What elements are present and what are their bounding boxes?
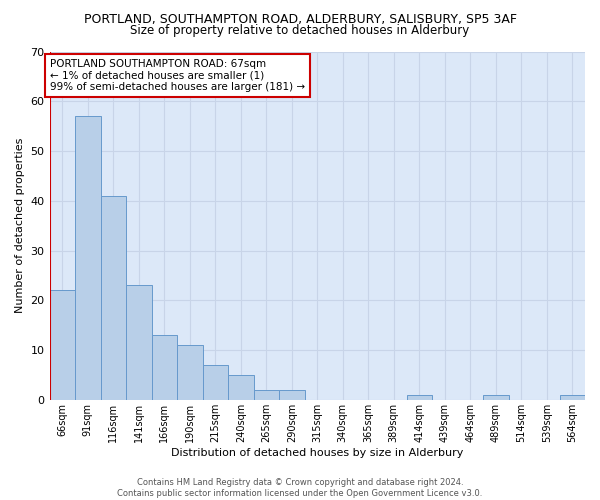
X-axis label: Distribution of detached houses by size in Alderbury: Distribution of detached houses by size … [171,448,463,458]
Bar [279,390,305,400]
Text: Size of property relative to detached houses in Alderbury: Size of property relative to detached ho… [130,24,470,37]
Text: PORTLAND SOUTHAMPTON ROAD: 67sqm
← 1% of detached houses are smaller (1)
99% of : PORTLAND SOUTHAMPTON ROAD: 67sqm ← 1% of… [50,59,305,92]
Bar [254,390,279,400]
Bar [126,286,152,400]
Bar [560,395,585,400]
Bar [483,395,509,400]
Bar [75,116,101,400]
Bar [50,290,75,400]
Bar [228,375,254,400]
Text: PORTLAND, SOUTHAMPTON ROAD, ALDERBURY, SALISBURY, SP5 3AF: PORTLAND, SOUTHAMPTON ROAD, ALDERBURY, S… [83,12,517,26]
Bar [152,335,177,400]
Y-axis label: Number of detached properties: Number of detached properties [15,138,25,314]
Bar [407,395,432,400]
Bar [177,345,203,400]
Bar [203,365,228,400]
Bar [101,196,126,400]
Text: Contains HM Land Registry data © Crown copyright and database right 2024.
Contai: Contains HM Land Registry data © Crown c… [118,478,482,498]
